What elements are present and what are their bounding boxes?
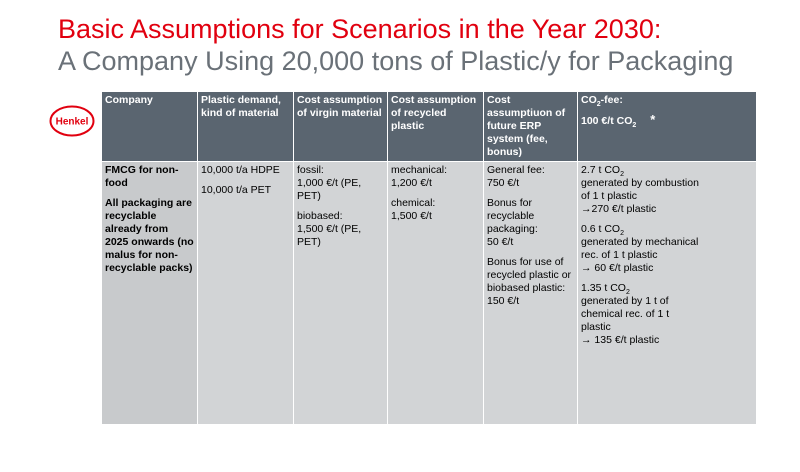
header-co2-fee: CO2-fee: 100 €/t CO2 * (577, 91, 757, 162)
co2-combustion: 2.7 t CO2 generated by combustion of 1 t… (581, 164, 699, 215)
cell-cost-virgin: fossil: 1,000 €/t (PE, PET) biobased: 1,… (293, 161, 388, 425)
slide-title-line2: A Company Using 20,000 tons of Plastic/y… (58, 46, 734, 76)
table-header-row: Company Plastic demand, kind of material… (101, 91, 757, 162)
erp-bonus-value: 50 €/t (487, 236, 514, 248)
cell-cost-erp: General fee: 750 €/t Bonus for recyclabl… (483, 161, 578, 425)
co2-chemical: 1.35 t CO2 generated by 1 t of chemical … (581, 282, 670, 346)
virgin-fossil-value: 1,000 €/t (PE, PET) (297, 177, 362, 202)
erp-bonus2-label: Bonus for use of recycled plastic or bio… (487, 256, 572, 294)
table-row: FMCG for non-food All packaging are recy… (101, 161, 757, 425)
header-company: Company (101, 91, 198, 162)
virgin-bio-label: biobased: (297, 210, 343, 222)
cell-company: FMCG for non-food All packaging are recy… (101, 161, 198, 425)
header-cost-recycled: Cost assumption of recycled plastic (387, 91, 484, 162)
rec-chem-value: 1,500 €/t (391, 210, 432, 222)
demand-hdpe: 10,000 t/a HDPE (201, 164, 280, 176)
virgin-bio-value: 1,500 €/t (PE, PET) (297, 223, 362, 248)
assumptions-table: Company Plastic demand, kind of material… (101, 91, 757, 425)
header-cost-erp: Cost assumptiuon of future ERP system (f… (483, 91, 578, 162)
erp-general-value: 750 €/t (487, 177, 520, 189)
co2-mechanical: 0.6 t CO2 generated by mechanical rec. o… (581, 223, 699, 274)
header-plastic-demand: Plastic demand, kind of material (197, 91, 294, 162)
arrow-icon: → (581, 262, 592, 274)
erp-bonus2-value: 150 €/t (487, 295, 520, 307)
company-type: FMCG for non-food (105, 164, 179, 189)
arrow-icon: → (581, 203, 592, 215)
rec-mech-label: mechanical: (391, 164, 448, 176)
henkel-logo: Henkel (49, 105, 95, 137)
demand-pet: 10,000 t/a PET (201, 184, 272, 196)
cell-plastic-demand: 10,000 t/a HDPE 10,000 t/a PET (197, 161, 294, 425)
henkel-logo-text: Henkel (56, 117, 89, 128)
erp-bonus-label: Bonus for recyclable packaging: (487, 197, 538, 235)
rec-mech-value: 1,200 €/t (391, 177, 432, 189)
virgin-fossil-label: fossil: (297, 164, 324, 176)
header-cost-virgin: Cost assumption of virgin material (293, 91, 388, 162)
slide-title-line1: Basic Assumptions for Scenarios in the Y… (58, 14, 662, 44)
cell-cost-recycled: mechanical: 1,200 €/t chemical: 1,500 €/… (387, 161, 484, 425)
erp-general-label: General fee: (487, 164, 545, 176)
company-note: All packaging are recyclable already fro… (105, 197, 194, 274)
cell-co2-fee: 2.7 t CO2 generated by combustion of 1 t… (577, 161, 757, 425)
arrow-icon: → (581, 334, 592, 346)
rec-chem-label: chemical: (391, 197, 436, 209)
